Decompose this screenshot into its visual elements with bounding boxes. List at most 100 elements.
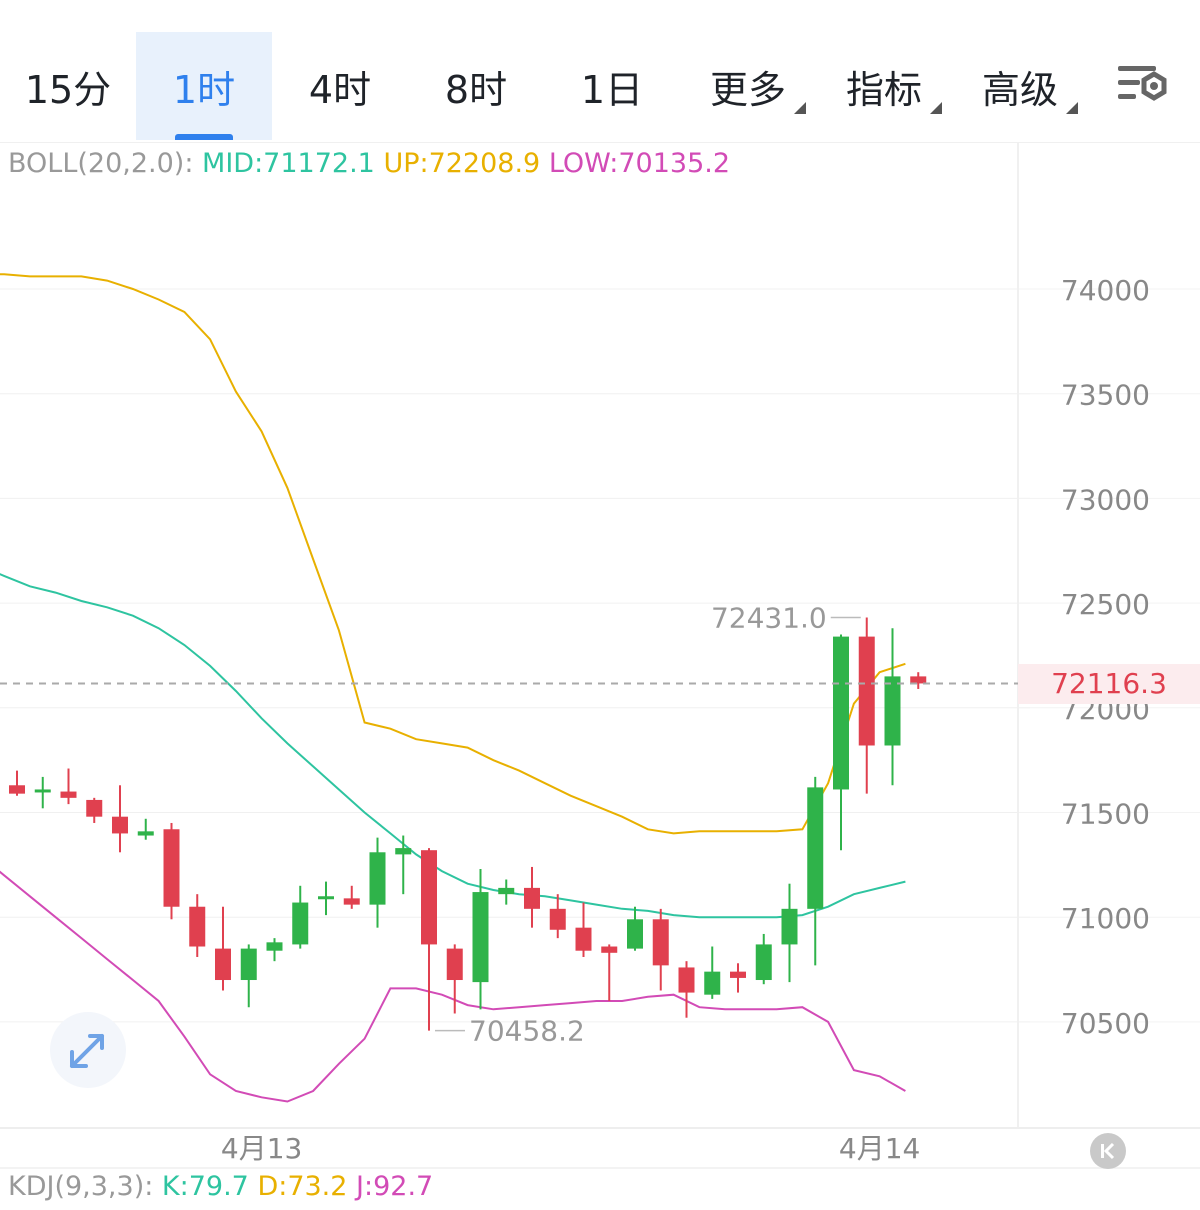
x-tick-label: 4月13 [221, 1132, 302, 1165]
candle [86, 797, 103, 823]
candle [884, 628, 901, 786]
y-tick-label: 73000 [1061, 483, 1150, 516]
y-tick-label: 71000 [1061, 902, 1150, 935]
tab-label: 4时 [308, 67, 372, 112]
x-tick-label: 4月14 [839, 1132, 920, 1165]
candle-body [730, 971, 746, 978]
candle-body [318, 896, 334, 900]
boll-up-value: UP:72208.9 [383, 148, 541, 179]
boll-upper-line [0, 273, 906, 835]
tab-5[interactable]: 更多 [680, 32, 816, 140]
tab-divider [0, 142, 1200, 143]
expand-icon [70, 1034, 104, 1068]
boll-mid-line [0, 573, 906, 919]
tab-7[interactable]: 高级 [952, 32, 1088, 140]
candle-body [112, 816, 128, 834]
candle [858, 617, 875, 794]
candle-body [9, 785, 25, 794]
tab-1[interactable]: 1时 [136, 32, 272, 140]
candle-body [678, 967, 695, 993]
dropdown-caret-icon [930, 101, 942, 114]
candle [240, 944, 257, 1008]
kdj-d-value: D:73.2 [257, 1171, 348, 1202]
fullscreen-button[interactable] [50, 1012, 126, 1088]
scroll-to-latest-button[interactable] [1090, 1133, 1126, 1169]
candle [395, 835, 412, 895]
candle [807, 776, 824, 966]
candle [446, 944, 463, 1014]
candle [34, 776, 51, 809]
tab-2[interactable]: 4时 [272, 32, 408, 140]
candle-body [395, 848, 412, 855]
candle [215, 906, 231, 991]
kdj-j-value: J:92.7 [356, 1171, 434, 1202]
candle-body [446, 948, 463, 981]
candle [421, 848, 437, 1031]
tab-4[interactable]: 1日 [544, 32, 680, 140]
candle-body [575, 927, 592, 951]
candle-body [343, 898, 360, 905]
candle [833, 634, 849, 851]
candle-body [215, 948, 231, 981]
y-tick-label: 71500 [1061, 798, 1150, 831]
candle-body [807, 787, 824, 909]
max-price-label: 72431.0 [711, 602, 827, 635]
candle-body [292, 902, 309, 945]
candle [137, 818, 154, 840]
y-tick-label: 73500 [1061, 379, 1150, 412]
candle [652, 908, 669, 991]
interval-tab-bar: 15分 1时 4时 8时 1日 更多 指标 高级 [0, 0, 1200, 140]
skip-to-start-icon [1101, 1142, 1115, 1160]
candle-body [549, 908, 566, 930]
kdj-k-value: K:79.7 [161, 1171, 249, 1202]
candle [575, 902, 592, 957]
candle [549, 894, 566, 939]
kdj-indicator-legend: KDJ(9,3,3): K:79.7 D:73.2 J:92.7 [8, 1170, 433, 1210]
boll-lower-line [0, 870, 906, 1103]
current-price-tag: 72116.3 [1018, 664, 1200, 704]
candle [627, 906, 643, 951]
y-tick-label: 72500 [1061, 588, 1150, 621]
candle-body [240, 948, 257, 981]
candle [755, 933, 772, 985]
tab-3[interactable]: 8时 [408, 32, 544, 140]
candle-body [601, 946, 618, 953]
candle-body [34, 789, 51, 793]
tab-label: 指标 [846, 59, 942, 114]
candle [60, 768, 77, 805]
boll-label: BOLL(20,2.0): [8, 148, 194, 179]
candle [266, 938, 283, 962]
candle [781, 883, 798, 983]
candle-body [833, 636, 849, 790]
candle [9, 770, 25, 796]
tab-label: 高级 [982, 59, 1078, 114]
kdj-label: KDJ(9,3,3): [8, 1171, 154, 1202]
dropdown-caret-icon [1066, 101, 1078, 114]
candle-body [369, 852, 386, 905]
candle [292, 885, 309, 949]
tab-label: 8时 [444, 67, 508, 112]
candle-body [421, 850, 437, 945]
y-tick-label: 70500 [1061, 1007, 1150, 1040]
candle-body [524, 887, 540, 909]
candle [910, 672, 927, 689]
candle [524, 866, 540, 928]
candle-body [858, 636, 875, 746]
candle [112, 785, 128, 853]
tab-label: 1时 [172, 67, 236, 112]
y-tick-label: 74000 [1061, 274, 1150, 307]
boll-low-value: LOW:70135.2 [548, 148, 731, 179]
candle [601, 944, 618, 1001]
candle-body [472, 892, 489, 983]
candle [704, 946, 721, 999]
chart-settings-button[interactable] [1112, 60, 1172, 116]
candle-body [704, 971, 721, 995]
candle-body [498, 887, 515, 895]
tab-0[interactable]: 15分 [0, 32, 136, 140]
tab-label: 1日 [580, 67, 644, 112]
tab-6[interactable]: 指标 [816, 32, 952, 140]
tab-label: 15分 [24, 67, 112, 112]
candle [472, 869, 489, 1010]
candle [369, 837, 386, 928]
